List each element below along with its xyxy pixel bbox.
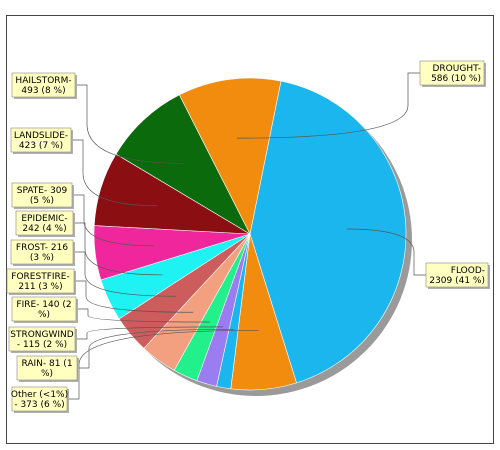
label-box [10, 127, 72, 153]
slice-label-line: Other (<1%) [11, 390, 68, 400]
slice-label-line: 586 (10 %) [431, 74, 481, 84]
label-box [8, 326, 76, 352]
slice-label-line: LANDSLIDE- [14, 131, 68, 141]
leader-lines [67, 72, 426, 400]
label-box [419, 60, 485, 86]
slice-label-line: FLOOD- [451, 266, 485, 276]
slice-label-line: 493 (8 %) [21, 86, 65, 96]
label-box [11, 182, 73, 208]
pie-slice-drought [178, 77, 282, 235]
leader-line [76, 308, 210, 323]
slice-label-line: 242 (4 %) [22, 224, 66, 234]
leader-line [236, 72, 420, 139]
slice-label: FROST- 216(3 %) [10, 239, 75, 266]
pie-slice-flood [249, 80, 407, 384]
leader-line [74, 280, 194, 313]
leader-line [72, 194, 155, 247]
slice-label-line: FROST- 216 [16, 243, 68, 253]
slice-label: FIRE- 140 (2%) [11, 296, 78, 323]
slice-label-line: - 115 (2 %) [17, 340, 67, 350]
slice-label-line: SPATE- 309 [17, 186, 68, 196]
label-box [11, 72, 76, 98]
label-box [425, 262, 489, 288]
label-box [16, 355, 78, 381]
slice-label-line: (3 %) [30, 253, 54, 263]
pie-slices [93, 77, 407, 391]
pie-slice-hailstorm [115, 94, 251, 235]
label-box [10, 239, 74, 265]
slice-label-line: 211 (3 %) [18, 282, 62, 292]
leader-line [77, 328, 234, 369]
slice-label: EPIDEMIC-242 (4 %) [15, 210, 75, 237]
slice-label-line: EPIDEMIC- [21, 214, 67, 224]
slice-label-line: - 373 (6 %) [14, 400, 64, 410]
slice-label: STRONGWIND- 115 (2 %) [8, 326, 77, 353]
slice-label: RAIN- 81 (1%) [16, 355, 79, 382]
slice-label-line: HAILSTORM- [15, 76, 71, 86]
slice-label-line: %) [41, 369, 53, 379]
slice-label: LANDSLIDE-423 (7 %) [10, 127, 73, 154]
leader-line [67, 329, 259, 400]
slice-label-line: RAIN- 81 (1 [21, 359, 72, 369]
slice-label-line: STRONGWIND [10, 330, 74, 340]
slice-label-line: 2309 (41 %) [429, 276, 485, 286]
slice-label: DROUGHT-586 (10 %) [419, 60, 486, 87]
slice-label-line: FORESTFIRE- [11, 272, 69, 282]
label-box [11, 296, 77, 322]
label-box [11, 386, 68, 412]
slice-label: Other (<1%)- 373 (6 %) [11, 386, 69, 413]
slice-label: SPATE- 309(5 %) [11, 182, 74, 209]
slice-labels: FLOOD-2309 (41 %) Other (<1%)- 373 (6 %) R… [6, 60, 490, 413]
slice-label-line: FIRE- 140 (2 [16, 300, 71, 310]
leader-line [75, 84, 184, 164]
leader-line [73, 222, 163, 276]
slice-label-line: DROUGHT- [432, 64, 481, 74]
label-box [6, 268, 75, 294]
chart-frame: FLOOD-2309 (41 %) Other (<1%)- 373 (6 %) R… [6, 15, 494, 444]
leader-line [346, 228, 426, 276]
slice-label: HAILSTORM-493 (8 %) [11, 72, 77, 99]
leader-line [73, 251, 176, 297]
slice-label-line: (5 %) [30, 196, 54, 206]
slice-label: FLOOD-2309 (41 %) [425, 262, 490, 289]
label-box [15, 210, 74, 236]
slice-label: FORESTFIRE-211 (3 %) [6, 268, 76, 295]
slice-label-line: 423 (7 %) [19, 141, 63, 151]
slice-label-line: %) [38, 310, 50, 320]
leader-line [71, 139, 158, 207]
leader-line [75, 326, 224, 340]
